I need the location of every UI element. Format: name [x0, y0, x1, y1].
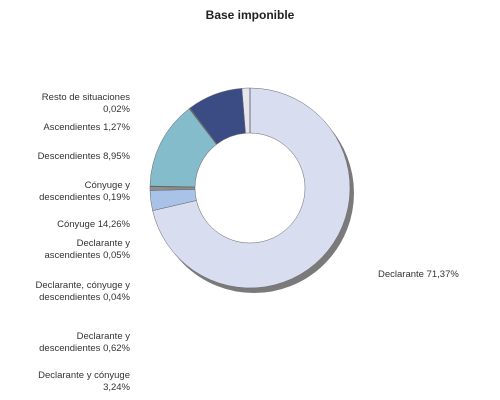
slice-name: Resto de situaciones [41, 92, 130, 103]
slice-name: Cónyuge y descendientes [39, 180, 130, 203]
slice-label: Declarante 71,37% [378, 269, 459, 281]
slice-name: Cónyuge [57, 219, 96, 230]
slice-label: Descendientes 8,95% [34, 151, 130, 163]
slice-value: 8,95% [103, 151, 130, 162]
slice-value: 1,27% [103, 122, 130, 133]
donut-segment [152, 87, 351, 289]
chart-title: Base imponible [205, 8, 295, 22]
slice-value: 0,62% [103, 343, 130, 354]
slice-label: Ascendientes 1,27% [34, 122, 130, 134]
donut-hole-shadow [195, 133, 305, 243]
slice-value: 0,04% [103, 292, 130, 303]
slice-value: 71,37% [426, 269, 459, 280]
slice-name: Declarante y descendientes [39, 331, 130, 354]
slice-name: Declarante, cónyuge y descendientes [35, 280, 130, 303]
slice-name: Declarante y cónyuge [38, 370, 130, 381]
slice-name: Descendientes [37, 151, 101, 162]
slice-value: 0,02% [103, 104, 130, 115]
slice-label: Resto de situaciones 0,02% [34, 92, 130, 116]
slice-value: 14,26% [97, 219, 130, 230]
slice-value: 0,19% [103, 192, 130, 203]
slice-name: Declarante [378, 269, 424, 280]
slice-label: Declarante y ascendientes 0,05% [34, 238, 130, 262]
slice-label: Cónyuge 14,26% [34, 219, 130, 231]
slice-name: Declarante y ascendientes [44, 238, 130, 261]
slice-label: Declarante, cónyuge y descendientes 0,04… [34, 280, 130, 304]
slice-label: Declarante y descendientes 0,62% [34, 331, 130, 355]
slice-value: 0,05% [103, 250, 130, 261]
slice-label: Declarante y cónyuge 3,24% [34, 370, 130, 394]
slice-name: Ascendientes [43, 122, 101, 133]
slice-label: Cónyuge y descendientes 0,19% [34, 180, 130, 204]
slice-value: 3,24% [103, 382, 130, 393]
